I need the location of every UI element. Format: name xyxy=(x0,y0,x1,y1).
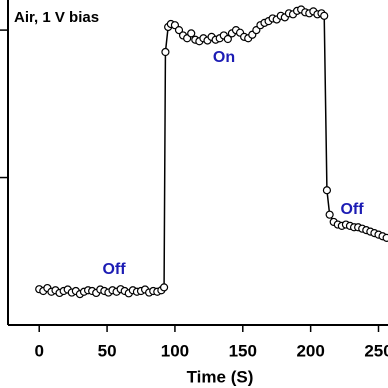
x-tick-label: 150 xyxy=(229,341,257,360)
data-point xyxy=(320,11,329,20)
x-tick-label: 50 xyxy=(98,341,117,360)
data-point xyxy=(382,233,388,242)
data-point xyxy=(223,34,232,44)
x-tick-label: 0 xyxy=(34,341,43,360)
data-point xyxy=(174,25,184,35)
data-point xyxy=(187,29,196,38)
x-tick-label: 100 xyxy=(161,341,189,360)
x-tick-label: 250 xyxy=(364,341,388,360)
annotation: Air, 1 V bias xyxy=(14,9,99,26)
annotation: On xyxy=(213,49,235,66)
x-tick-label: 200 xyxy=(296,341,324,360)
data-point xyxy=(325,210,334,219)
annotation: Off xyxy=(102,261,126,278)
data-point xyxy=(322,186,332,195)
annotation: Off xyxy=(340,201,364,218)
data-point xyxy=(161,47,170,57)
x-axis-label: Time (S) xyxy=(187,367,254,386)
data-point xyxy=(159,283,169,292)
